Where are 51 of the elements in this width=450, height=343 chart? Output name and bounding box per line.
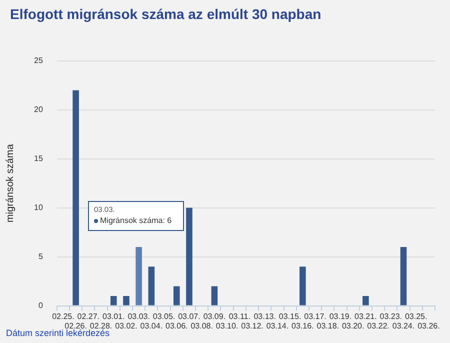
x-tick-label: 03.02. <box>115 321 138 330</box>
bar <box>148 266 155 306</box>
x-tick-label: 03.04. <box>140 321 163 330</box>
x-tick-label: 03.10. <box>216 321 238 330</box>
x-tick-label: 03.22. <box>367 321 390 330</box>
x-tick-label: 02.26. <box>64 321 87 330</box>
y-tick-label: 0 <box>38 301 44 310</box>
x-tick-label: 02.25. <box>52 312 74 321</box>
x-tick-label: 02.27. <box>77 312 100 321</box>
bar <box>362 296 369 306</box>
bar <box>123 296 130 306</box>
y-tick-label: 15 <box>34 154 44 164</box>
x-tick-label: 03.18. <box>316 321 339 330</box>
bar <box>300 266 306 306</box>
bar <box>110 296 117 306</box>
x-tick-label: 03.08. <box>190 321 213 330</box>
bar <box>186 208 192 306</box>
y-tick-label: 25 <box>34 56 44 66</box>
x-tick-label: 03.15. <box>278 312 302 321</box>
x-tick-label: 03.03. <box>128 312 150 321</box>
y-tick-label: 5 <box>38 252 44 262</box>
x-tick-label: 02.28. <box>90 321 112 330</box>
y-axis-title: migránsok száma <box>4 144 16 222</box>
x-tick-label: 03.06. <box>166 321 188 330</box>
chart-title: Elfogott migránsok száma az elmúlt 30 napban <box>10 6 322 22</box>
x-tick-label: 03.13. <box>254 312 276 321</box>
x-tick-label: 03.23. <box>380 312 402 321</box>
bar <box>72 90 79 306</box>
x-tick-label: 03.20. <box>342 321 364 330</box>
x-tick-label: 03.01. <box>102 312 125 321</box>
x-tick-label: 03.21. <box>354 312 377 321</box>
x-tick-label: 03.17. <box>304 312 326 321</box>
x-tick-label: 03.11. <box>228 312 250 321</box>
y-tick-label: 20 <box>34 105 44 114</box>
bar <box>211 286 218 306</box>
x-tick-label: 03.26. <box>418 321 440 330</box>
x-tick-label: 03.14. <box>266 321 289 330</box>
x-tick-label: 03.16. <box>292 321 314 330</box>
bar <box>400 247 407 306</box>
bar <box>136 247 142 306</box>
text: Dátum szerinti lekérdezés <box>6 328 110 338</box>
x-tick-label: 03.25. <box>404 312 428 321</box>
x-tick-label: 03.05. <box>152 312 176 321</box>
x-tick-label: 03.09. <box>203 312 226 321</box>
y-tick-label: 10 <box>34 203 44 212</box>
x-tick-label: 03.24. <box>392 321 415 330</box>
x-tick-label: 03.12. <box>241 321 264 330</box>
x-tick-label: 03.07. <box>178 312 200 321</box>
bar <box>173 286 180 306</box>
x-tick-label: 03.19. <box>329 312 352 321</box>
annotation: Migránsok száma: 6 <box>100 216 172 225</box>
